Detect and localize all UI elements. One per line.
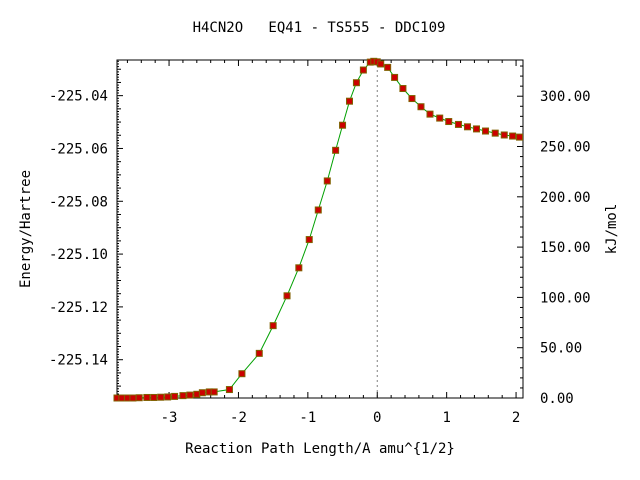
y-tick-label: -225.14 [49, 353, 108, 369]
data-point [359, 66, 367, 74]
data-point [377, 60, 385, 68]
y2-tick-label: 50.00 [540, 341, 582, 357]
y-tick-label: -225.06 [49, 141, 108, 157]
data-point [445, 118, 453, 126]
data-points [113, 57, 524, 402]
data-point [129, 394, 137, 402]
data-point [500, 131, 508, 139]
data-point [463, 123, 471, 131]
data-point [408, 95, 416, 103]
data-point [305, 236, 313, 244]
data-point [314, 206, 322, 214]
data-point [143, 393, 151, 401]
y2-tick-label: 0.00 [540, 391, 574, 407]
data-point [179, 392, 187, 400]
y-tick-label: -225.04 [49, 89, 108, 105]
data-point [436, 114, 444, 122]
data-point [399, 85, 407, 93]
data-point [210, 388, 218, 396]
data-point [345, 97, 353, 105]
data-point [238, 370, 246, 378]
y2-axis-ticks: 300.00 250.00 200.00 150.00 100.00 50.00 0.00 [517, 65, 591, 407]
data-point [482, 127, 490, 135]
data-point [509, 132, 517, 140]
data-point [491, 129, 499, 137]
y-tick-label: -225.10 [49, 247, 108, 263]
y2-tick-label: 300.00 [540, 89, 591, 105]
x-tick-label: -3 [161, 410, 178, 426]
x-axis-label: Reaction Path Length/A amu^{1/2} [185, 441, 455, 457]
y-axis-label: Energy/Hartree [18, 170, 34, 288]
x-tick-label: 1 [442, 410, 450, 426]
y2-tick-label: 200.00 [540, 190, 591, 206]
x-tick-label: 0 [373, 410, 381, 426]
data-point [426, 110, 434, 118]
x-axis-ticks: -3 -2 -1 0 1 2 [126, 60, 520, 426]
data-point [157, 393, 165, 401]
data-point [269, 322, 277, 330]
data-point [332, 146, 340, 154]
y2-tick-label: 250.00 [540, 140, 591, 156]
data-point [295, 264, 303, 272]
data-point [352, 79, 360, 87]
data-point [135, 394, 143, 402]
data-point [323, 177, 331, 185]
y-tick-label: -225.08 [49, 194, 108, 210]
y2-tick-label: 150.00 [540, 240, 591, 256]
data-point [186, 391, 194, 399]
data-point [454, 120, 462, 128]
data-point [255, 349, 263, 357]
x-tick-label: -1 [299, 410, 316, 426]
data-point [198, 389, 206, 397]
data-point [384, 63, 392, 71]
y-axis-ticks: -225.04 -225.06 -225.08 -225.10 -225.12 -225.… [49, 60, 123, 398]
data-point [391, 73, 399, 81]
chart-title: H4CN2O EQ41 - TS555 - DDC109 [193, 20, 446, 36]
data-point [516, 133, 524, 141]
x-tick-label: -2 [230, 410, 247, 426]
data-point [417, 103, 425, 111]
plot-frame [116, 59, 524, 399]
energy-line [117, 60, 520, 399]
y2-tick-label: 100.00 [540, 290, 591, 306]
x-tick-label: 2 [512, 410, 520, 426]
data-point [283, 292, 291, 300]
data-point [150, 393, 158, 401]
data-point [225, 386, 233, 394]
y2-axis-label: kJ/mol [604, 204, 620, 255]
data-point [473, 125, 481, 133]
data-point [164, 393, 172, 401]
y-tick-label: -225.12 [49, 300, 108, 316]
data-point [171, 392, 179, 400]
data-point [339, 121, 347, 129]
